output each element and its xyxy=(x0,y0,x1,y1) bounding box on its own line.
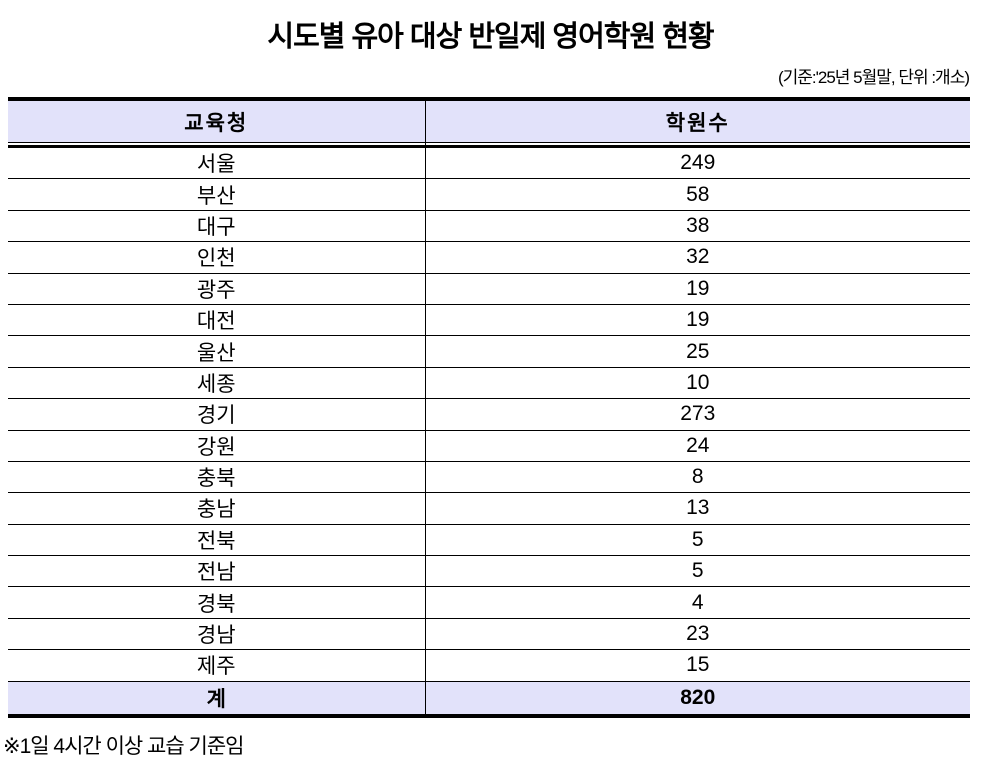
table-row: 강원 24 xyxy=(8,430,970,462)
count-cell: 273 xyxy=(680,402,716,426)
count-cell: 13 xyxy=(686,496,710,520)
count-cell: 23 xyxy=(686,622,710,646)
region-cell: 경남 xyxy=(8,618,426,650)
academy-count-table: 교육청 학원수 서울 249 부산 58 대구 38 인천 32 광주 19 대전 19 울산 25 세종 1… xyxy=(8,97,970,718)
count-cell: 15 xyxy=(686,653,710,677)
table-row: 서울 249 xyxy=(8,148,970,180)
count-cell: 5 xyxy=(691,559,704,583)
column-header-region: 교육청 xyxy=(8,101,426,142)
region-cell: 인천 xyxy=(8,242,426,273)
region-cell: 서울 xyxy=(8,148,426,179)
footnote: ※1일 4시간 이상 교습 기준임 xyxy=(3,734,245,758)
count-cell: 8 xyxy=(691,465,704,489)
region-cell: 제주 xyxy=(8,650,426,681)
count-cell: 249 xyxy=(680,151,716,175)
table-basis-note: (기준:'25년 5월말, 단위 :개소) xyxy=(777,68,970,87)
table-body: 서울 249 부산 58 대구 38 인천 32 광주 19 대전 19 울산 25 세종 10 경기 273 강원… xyxy=(8,148,970,682)
table-row: 인천 32 xyxy=(8,242,970,274)
table-row: 광주 19 xyxy=(8,273,970,305)
count-cell: 5 xyxy=(691,527,704,551)
count-cell: 38 xyxy=(686,213,710,237)
table-row: 울산 25 xyxy=(8,336,970,368)
region-cell: 전남 xyxy=(8,556,426,587)
count-cell: 25 xyxy=(686,339,710,363)
region-cell: 강원 xyxy=(8,430,426,461)
table-row: 대전 19 xyxy=(8,304,970,337)
count-cell: 19 xyxy=(686,308,710,332)
table-row: 경북 4 xyxy=(8,587,970,619)
table-row: 경기 273 xyxy=(8,399,970,431)
region-cell: 전북 xyxy=(8,524,426,556)
table-row: 전남 5 xyxy=(8,556,970,588)
region-cell: 광주 xyxy=(8,273,426,304)
count-cell: 19 xyxy=(686,276,710,300)
table-row: 충남 13 xyxy=(8,493,970,525)
total-label-cell: 계 xyxy=(8,681,426,714)
table-row: 충북 8 xyxy=(8,461,970,494)
table-row: 전북 5 xyxy=(8,524,970,557)
region-cell: 대구 xyxy=(8,210,426,242)
table-row: 세종 10 xyxy=(8,367,970,400)
document-page: 시도별 유아 대상 반일제 영어학원 현황 (기준:'25년 5월말, 단위 :… xyxy=(0,13,981,767)
count-cell: 4 xyxy=(691,590,704,614)
count-cell: 58 xyxy=(686,182,710,206)
count-cell: 24 xyxy=(686,433,710,457)
region-cell: 충남 xyxy=(8,493,426,524)
count-cell: 32 xyxy=(686,245,710,269)
table-row: 제주 15 xyxy=(8,650,970,682)
count-cell: 10 xyxy=(686,370,710,394)
table-row: 대구 38 xyxy=(8,210,970,243)
table-header-row: 교육청 학원수 xyxy=(8,101,970,143)
table-total-row: 계 820 xyxy=(8,681,970,714)
table-row: 경남 23 xyxy=(8,618,970,651)
header-double-rule xyxy=(8,141,970,148)
region-cell: 대전 xyxy=(8,304,426,336)
table-row: 부산 58 xyxy=(8,179,970,211)
column-header-count: 학원수 xyxy=(665,111,730,135)
region-cell: 충북 xyxy=(8,461,426,493)
region-cell: 경북 xyxy=(8,587,426,618)
region-cell: 부산 xyxy=(8,179,426,210)
region-cell: 울산 xyxy=(8,336,426,367)
region-cell: 세종 xyxy=(8,367,426,399)
region-cell: 경기 xyxy=(8,399,426,430)
total-count-cell: 820 xyxy=(680,685,716,709)
page-title: 시도별 유아 대상 반일제 영어학원 현황 xyxy=(267,21,714,53)
